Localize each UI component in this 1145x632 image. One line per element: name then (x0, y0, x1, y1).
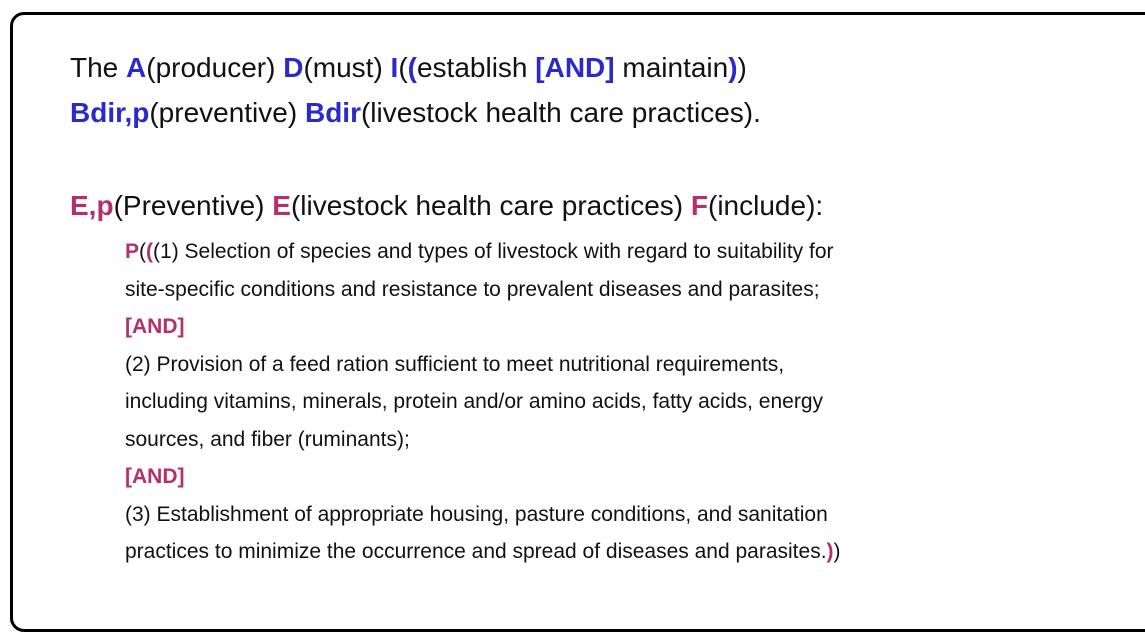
text-segment: (Preventive) (113, 190, 273, 221)
page: The A(producer) D(must) I((establish [AN… (10, 12, 1145, 632)
tag: ) (826, 540, 834, 563)
tag: ( (146, 240, 154, 263)
text-segment: including vitamins, minerals, protein an… (125, 390, 824, 413)
text-segment: ) (737, 52, 747, 83)
text-segment: (include): (708, 190, 824, 221)
tag: ) (728, 52, 738, 83)
text-segment: (livestock health care practices). (360, 97, 761, 128)
tag: P (125, 240, 140, 263)
text-segment: (3) Establishment of appropriate housing… (125, 502, 828, 526)
text-line: The A(producer) D(must) I((establish [AN… (70, 52, 747, 84)
text-line: sources, and fiber (ruminants); (125, 428, 410, 452)
tag: Bdir (304, 97, 361, 128)
text-segment: (livestock health care practices) (290, 190, 691, 221)
text-segment: practices to minimize the occurrence and… (125, 540, 827, 563)
text-segment: ( (398, 52, 408, 83)
tag: F (690, 190, 709, 221)
tag: I (390, 52, 399, 83)
text-line: P(((1) Selection of species and types of… (125, 240, 834, 264)
text-segment: ( (139, 240, 147, 263)
text-segment: (preventive) (149, 97, 305, 128)
text-line: including vitamins, minerals, protein an… (125, 390, 823, 414)
tag: [AND] (535, 52, 615, 83)
text-segment: (producer) (146, 52, 284, 83)
text-line: Bdir,p(preventive) Bdir(livestock health… (70, 97, 761, 129)
tag: Bdir,p (70, 97, 150, 128)
tag: A (126, 52, 147, 83)
text-segment: (1) Selection of species and types of li… (153, 240, 834, 263)
tag: ( (407, 52, 417, 83)
text-line: (2) Provision of a feed ration sufficien… (125, 353, 784, 377)
text-segment: site-specific conditions and resistance … (125, 277, 820, 301)
tag: E (272, 190, 291, 221)
text-segment: maintain (614, 52, 729, 83)
text-segment: establish (416, 52, 536, 83)
text-segment: (must) (303, 52, 391, 83)
text-line: [AND] (125, 315, 184, 339)
text-line: (3) Establishment of appropriate housing… (125, 503, 828, 527)
text-segment: (2) Provision of a feed ration sufficien… (125, 352, 785, 376)
text-line: [AND] (125, 465, 184, 489)
text-line: practices to minimize the occurrence and… (125, 540, 841, 564)
tag: [AND] (125, 465, 185, 488)
tag: E,p (70, 190, 114, 221)
text-line: E,p(Preventive) E(livestock health care … (70, 190, 823, 222)
text-segment: ) (833, 540, 841, 563)
text-segment: sources, and fiber (ruminants); (125, 427, 410, 451)
tag: D (283, 52, 304, 83)
tag: [AND] (125, 315, 185, 338)
text-segment: The (70, 52, 127, 83)
text-line: site-specific conditions and resistance … (125, 278, 820, 302)
